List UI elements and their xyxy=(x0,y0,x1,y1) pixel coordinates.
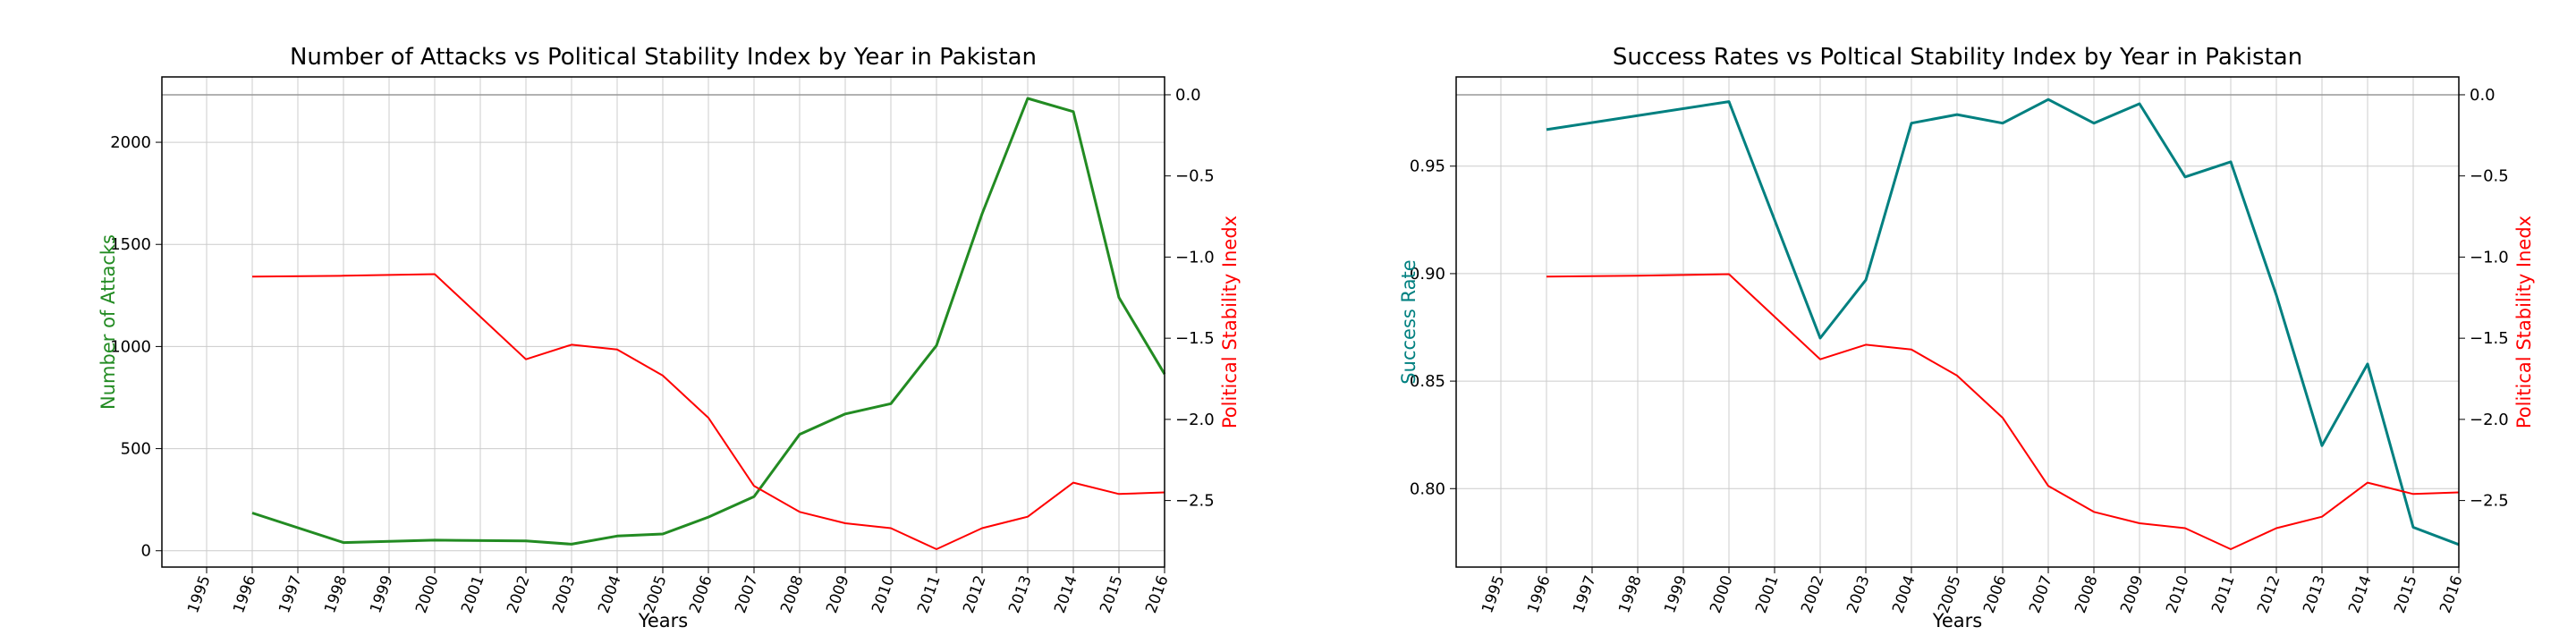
x-tick-label: 2008 xyxy=(2072,573,2102,615)
x-tick-label: 1996 xyxy=(230,573,260,615)
x-tick-label: 2003 xyxy=(549,573,580,615)
y2-tick-label: −2.5 xyxy=(2470,492,2509,511)
x-tick-label: 2016 xyxy=(2436,573,2467,615)
x-tick-label: 1997 xyxy=(1570,573,1600,615)
y2-axis-label: Political Stability Inedx xyxy=(1219,216,1241,428)
y-axis-label: Success Rate xyxy=(1398,259,1419,384)
y-tick-label: 0.95 xyxy=(1410,157,1445,176)
x-tick-label: 2013 xyxy=(2300,573,2330,615)
x-tick-label: 2006 xyxy=(686,573,716,615)
x-tick-label: 2001 xyxy=(458,573,488,615)
x-tick-label: 2015 xyxy=(1097,573,1127,615)
y2-tick-label: −1.5 xyxy=(1175,329,1215,348)
x-tick-label: 2011 xyxy=(2208,573,2239,615)
x-tick-label: 2002 xyxy=(1798,573,1828,615)
stability-line xyxy=(251,273,1165,550)
x-tick-label: 2000 xyxy=(1707,573,1737,615)
y-tick-label: 0.80 xyxy=(1410,479,1445,498)
x-tick-label: 2012 xyxy=(960,573,990,615)
x-axis-label: Years xyxy=(1932,610,1982,631)
y2-tick-label: 0.0 xyxy=(1175,86,1201,105)
y-tick-label: 0.90 xyxy=(1410,265,1445,284)
y2-tick-label: −0.5 xyxy=(1175,167,1215,186)
x-tick-label: 2007 xyxy=(732,573,762,615)
y2-tick-label: 0.0 xyxy=(2470,86,2496,105)
x-tick-label: 1996 xyxy=(1524,573,1555,615)
y-axis-label: Number of Attacks xyxy=(97,234,119,410)
x-tick-label: 2007 xyxy=(2026,573,2056,615)
x-tick-label: 2015 xyxy=(2391,573,2421,615)
x-tick-label: 2013 xyxy=(1005,573,1036,615)
y-tick-label: 2000 xyxy=(110,133,151,152)
y2-tick-label: −2.0 xyxy=(1175,411,1215,429)
y2-tick-label: −1.0 xyxy=(2470,248,2509,267)
attacks-line xyxy=(251,97,1166,546)
y-tick-label: 500 xyxy=(121,440,151,459)
stability-line xyxy=(1546,273,2460,550)
y2-tick-label: −0.5 xyxy=(2470,167,2509,186)
x-tick-label: 2000 xyxy=(412,573,443,615)
x-tick-label: 2016 xyxy=(1142,573,1173,615)
x-tick-label: 1999 xyxy=(367,573,397,615)
y2-tick-label: −2.5 xyxy=(1175,492,1215,511)
x-tick-label: 2004 xyxy=(1889,573,1919,615)
y2-tick-label: −1.0 xyxy=(1175,248,1215,267)
x-tick-label: 2012 xyxy=(2254,573,2284,615)
x-tick-label: 2006 xyxy=(1980,573,2011,615)
chart-1: 1995 1996 1997 1998 1999 2000 2001 2002 2003 2004… xyxy=(97,44,1241,631)
x-tick-label: 2009 xyxy=(823,573,853,615)
x-tick-label: 2014 xyxy=(2345,573,2376,615)
x-tick-label: 1995 xyxy=(184,573,215,615)
x-tick-label: 1998 xyxy=(1615,573,1646,615)
x-tick-label: 2009 xyxy=(2117,573,2148,615)
y2-axis-label: Political Stability Inedx xyxy=(2513,216,2535,428)
chart-title: Number of Attacks vs Political Stability… xyxy=(290,44,1037,71)
y-tick-label: 1000 xyxy=(110,337,151,356)
chart-title: Success Rates vs Poltical Stability Inde… xyxy=(1613,44,2302,71)
y2-tick-label: −1.5 xyxy=(2470,329,2509,348)
x-tick-label: 1998 xyxy=(321,573,352,615)
y-tick-label: 1500 xyxy=(110,235,151,254)
grid xyxy=(1456,77,2460,567)
x-tick-label: 2004 xyxy=(595,573,625,615)
y-tick-label: 0.85 xyxy=(1410,372,1445,391)
chart-2: 1995 1996 1997 1998 1999 2000 2001 2002 2003 2004… xyxy=(1398,44,2535,631)
x-tick-label: 2011 xyxy=(914,573,945,615)
x-tick-label: 1999 xyxy=(1661,573,1691,615)
x-tick-label: 2002 xyxy=(504,573,534,615)
success-rate-line xyxy=(1546,97,2460,547)
x-axis-label: Years xyxy=(638,610,688,631)
x-tick-label: 2008 xyxy=(777,573,808,615)
grid xyxy=(162,77,1165,567)
x-tick-label: 1997 xyxy=(275,573,306,615)
x-tick-label: 2014 xyxy=(1051,573,1081,615)
x-tick-label: 2010 xyxy=(2163,573,2193,615)
x-tick-label: 1995 xyxy=(1479,573,1509,615)
x-tick-label: 2003 xyxy=(1843,573,1874,615)
y2-tick-label: −2.0 xyxy=(2470,411,2509,429)
y-tick-label: 0 xyxy=(141,542,151,561)
x-tick-label: 2001 xyxy=(1752,573,1783,615)
x-tick-label: 2010 xyxy=(869,573,899,615)
